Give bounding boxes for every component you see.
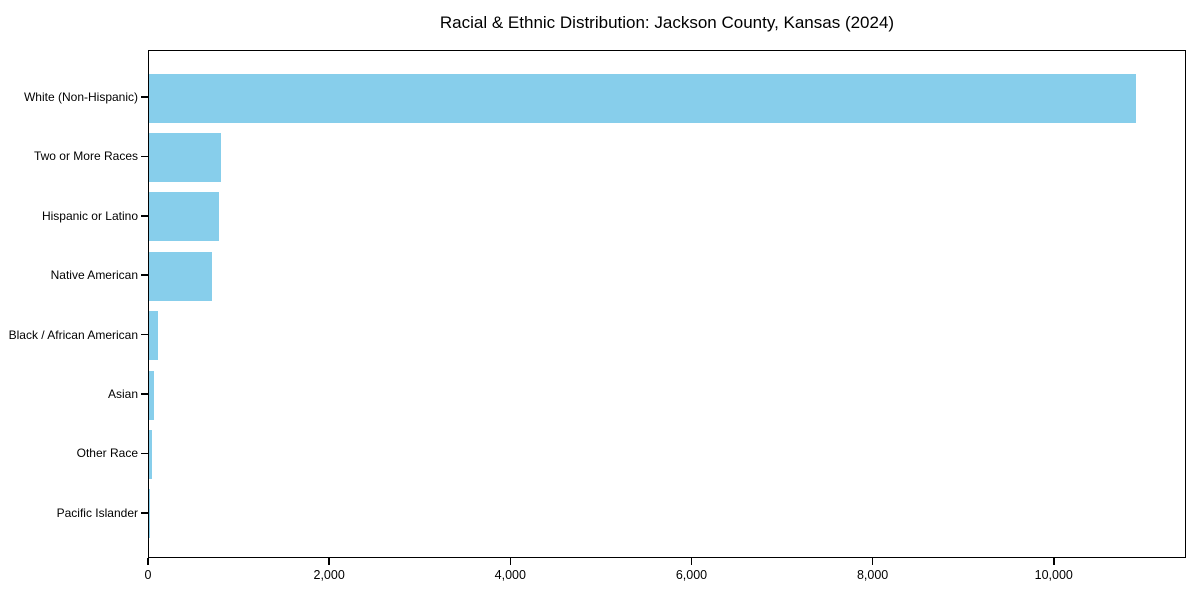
x-tick-mark [690,558,693,565]
y-tick-mark [141,452,148,455]
y-tick-label: Native American [50,268,138,283]
x-tick-mark [147,558,149,565]
y-tick-label: Two or More Races [33,149,138,164]
y-tick-mark [141,393,148,395]
x-tick-label: 4,000 [494,568,526,582]
y-tick-label: Pacific Islander [56,505,138,520]
x-tick-mark [1053,558,1055,565]
bar [149,370,155,420]
y-tick-label: Black / African American [8,327,138,342]
plot-area [148,50,1186,558]
x-tick-label: 6,000 [675,568,708,582]
x-tick-mark [871,558,874,565]
x-tick-label: 10,000 [1034,568,1073,582]
y-tick-mark [141,333,148,336]
x-tick-label: 8,000 [856,568,889,582]
x-tick-mark [509,558,512,565]
bar [149,311,158,361]
y-tick-label: Hispanic or Latino [41,208,138,223]
bar [149,251,213,301]
y-tick-label: Asian [107,387,138,401]
y-tick-label: White (Non-Hispanic) [23,90,138,104]
x-tick-mark [328,558,330,565]
y-tick-mark [141,155,148,158]
y-tick-label: Other Race [76,446,138,461]
bar [149,132,221,182]
bar [149,192,219,242]
chart-title: Racial & Ethnic Distribution: Jackson Co… [439,13,895,32]
x-tick-label: 2,000 [313,568,345,582]
x-tick-label: 0 [144,568,152,582]
y-tick-mark [141,96,148,98]
bar [149,73,1137,123]
y-tick-mark [141,215,148,217]
bar [149,429,153,479]
y-tick-mark [141,274,148,276]
y-tick-mark [141,512,148,514]
